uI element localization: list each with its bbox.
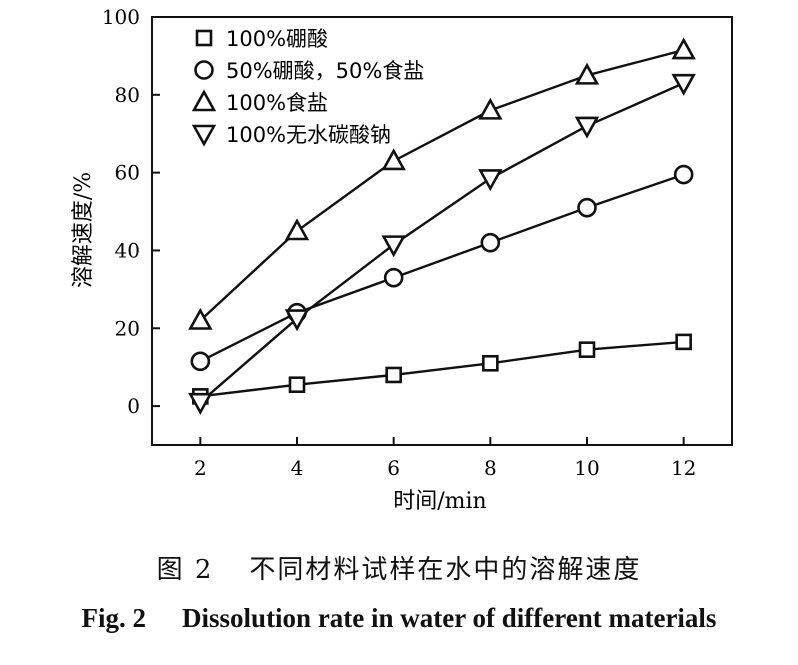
legend-label-4: 100%无水碳酸钠	[226, 123, 391, 147]
legend-marker-3	[191, 89, 217, 112]
y-axis: 0 20 40 60 80 100	[102, 5, 160, 418]
data-point-s1	[578, 341, 596, 358]
data-point-s3	[671, 37, 696, 60]
data-point-s4	[478, 169, 503, 192]
x-tick-label: 6	[387, 456, 400, 480]
x-axis: 2 4 6 8 10 12	[194, 437, 696, 480]
caption-title-en: Dissolution rate in water of different m…	[182, 603, 717, 633]
y-tick-label: 80	[115, 83, 140, 107]
data-point-s4	[284, 309, 310, 332]
plot-frame	[151, 16, 733, 446]
figure-number-en: Fig. 2	[81, 603, 147, 633]
series-lines	[199, 48, 685, 404]
y-tick-label: 100	[102, 5, 140, 29]
legend-label-1: 100%硼酸	[226, 27, 328, 51]
data-point-s1	[675, 333, 692, 351]
data-point-s2	[480, 232, 501, 253]
series-markers	[188, 37, 696, 415]
data-point-s4	[188, 392, 213, 415]
x-tick-label: 10	[574, 456, 599, 480]
series-line-2	[199, 173, 685, 363]
data-point-s4	[574, 116, 600, 139]
caption-title-cn: 不同材料试样在水中的溶解速度	[249, 555, 642, 585]
data-point-s2	[673, 164, 694, 185]
y-tick-label: 0	[127, 394, 140, 418]
legend: 100%硼酸 50%硼酸，50%食盐 100%食盐 100%无水碳酸钠	[191, 27, 424, 147]
x-tick-label: 4	[291, 456, 304, 480]
y-axis-label: 溶解速度/%	[71, 172, 96, 288]
data-point-s3	[574, 62, 600, 85]
x-tick-label: 12	[671, 456, 696, 480]
data-point-s2	[577, 197, 597, 218]
data-point-s1	[385, 366, 402, 384]
y-tick-label: 60	[115, 161, 140, 185]
data-point-s2	[190, 351, 211, 372]
legend-marker-4	[191, 124, 217, 147]
y-tick-label: 40	[115, 238, 140, 262]
series-line-4	[199, 82, 685, 404]
x-axis-label: 时间/min	[393, 489, 486, 514]
data-point-s3	[478, 97, 503, 120]
data-point-s3	[188, 307, 213, 330]
x-tick-label: 2	[194, 456, 207, 480]
series-line-3	[199, 48, 684, 322]
legend-label-3: 100%食盐	[226, 91, 328, 115]
data-point-s2	[383, 267, 404, 288]
legend-marker-1	[195, 29, 213, 47]
data-point-s4	[671, 73, 696, 96]
caption-cn: 图 2 不同材料试样在水中的溶解速度	[0, 549, 798, 586]
figure-number-cn: 图 2	[156, 555, 214, 585]
series-line-1	[200, 340, 684, 398]
legend-marker-2	[194, 60, 214, 80]
data-point-s1	[288, 376, 306, 393]
legend-label-2: 50%硼酸，50%食盐	[226, 59, 424, 83]
caption-en: Fig. 2 Dissolution rate in water of diffe…	[0, 603, 798, 634]
data-point-s4	[381, 235, 406, 258]
data-point-s3	[381, 148, 406, 171]
data-point-s3	[284, 218, 310, 241]
data-point-s1	[482, 354, 499, 372]
y-tick-label: 20	[115, 316, 140, 340]
x-tick-label: 8	[484, 456, 497, 480]
